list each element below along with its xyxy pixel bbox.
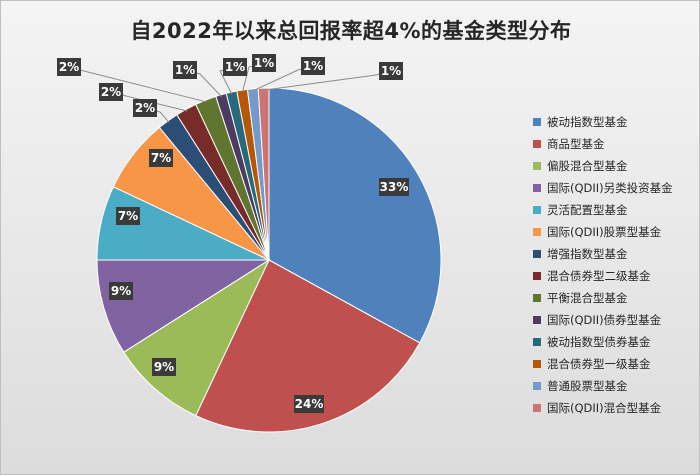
data-label-11: 1% — [252, 54, 276, 72]
pie-slice-0 — [268, 87, 442, 344]
legend-label-8: 平衡混合型基金 — [547, 291, 628, 305]
data-label-13: 1% — [379, 62, 403, 80]
data-label-2: 9% — [152, 358, 176, 376]
legend-swatch-13 — [533, 404, 541, 412]
data-label-12: 1% — [301, 57, 325, 75]
legend-label-0: 被动指数型基金 — [547, 115, 628, 129]
data-label-text-7: 2% — [101, 85, 121, 99]
data-label-7: 2% — [99, 83, 123, 101]
legend-label-9: 国际(QDII)债券型基金 — [547, 313, 662, 327]
legend-item-0: 被动指数型基金 — [533, 111, 700, 133]
data-label-text-4: 7% — [118, 209, 138, 223]
legend-label-7: 混合债券型二级基金 — [547, 269, 651, 283]
legend-swatch-5 — [533, 228, 541, 236]
data-label-text-2: 9% — [154, 360, 174, 374]
data-label-text-8: 2% — [59, 60, 79, 74]
legend-item-3: 国际(QDII)另类投资基金 — [533, 177, 700, 199]
pie-slice-2 — [123, 258, 271, 417]
legend-swatch-10 — [533, 338, 541, 346]
data-label-text-12: 1% — [303, 59, 323, 73]
legend-label-1: 商品型基金 — [547, 137, 605, 151]
data-label-text-6: 2% — [135, 101, 155, 115]
pie-slice-3 — [96, 259, 271, 353]
data-label-4: 7% — [116, 207, 140, 225]
data-label-6: 2% — [133, 99, 157, 117]
legend-swatch-6 — [533, 250, 541, 258]
legend-swatch-3 — [533, 184, 541, 192]
legend-item-8: 平衡混合型基金 — [533, 287, 700, 309]
legend-label-4: 灵活配置型基金 — [547, 203, 628, 217]
legend-item-9: 国际(QDII)债券型基金 — [533, 309, 700, 331]
legend-swatch-1 — [533, 140, 541, 148]
data-label-1: 24% — [294, 395, 324, 413]
data-label-8: 2% — [57, 58, 81, 76]
legend: 被动指数型基金 商品型基金偏股混合型基金国际(QDII)另类投资基金 灵活配置型基金… — [533, 111, 700, 419]
legend-label-10: 被动指数型债券基金 — [547, 335, 651, 349]
legend-swatch-0 — [533, 118, 541, 126]
legend-label-2: 偏股混合型基金 — [547, 159, 628, 173]
legend-swatch-8 — [533, 294, 541, 302]
pie-slice-1 — [195, 259, 421, 433]
legend-item-13: 国际(QDII)混合型基金 — [533, 397, 700, 419]
legend-item-11: 混合债券型一级基金 — [533, 353, 700, 375]
data-label-text-5: 7% — [151, 151, 171, 165]
legend-swatch-7 — [533, 272, 541, 280]
data-label-0: 33% — [379, 178, 409, 196]
legend-label-3: 国际(QDII)另类投资基金 — [547, 181, 673, 195]
leader-line-13 — [263, 70, 392, 91]
legend-item-5: 国际(QDII)股票型基金 — [533, 221, 700, 243]
data-label-5: 7% — [149, 149, 173, 167]
legend-label-13: 国际(QDII)混合型基金 — [547, 401, 662, 415]
data-label-text-13: 1% — [381, 64, 401, 78]
data-label-text-10: 1% — [225, 60, 245, 74]
legend-swatch-9 — [533, 316, 541, 324]
data-label-text-11: 1% — [254, 56, 274, 70]
legend-swatch-12 — [533, 382, 541, 390]
legend-item-6: 增强指数型基金 — [533, 243, 700, 265]
legend-label-5: 国际(QDII)股票型基金 — [547, 225, 662, 239]
legend-swatch-4 — [533, 206, 541, 214]
data-label-text-9: 1% — [175, 63, 195, 77]
legend-swatch-11 — [533, 360, 541, 368]
data-label-text-3: 9% — [111, 284, 131, 298]
legend-item-12: 普通股票型基金 — [533, 375, 700, 397]
legend-item-7: 混合债券型二级基金 — [533, 265, 700, 287]
chart-title: 自2022年以来总回报率超4%的基金类型分布 — [130, 19, 572, 43]
data-label-text-0: 33% — [380, 180, 409, 194]
legend-item-4: 灵活配置型基金 — [533, 199, 700, 221]
data-label-9: 1% — [173, 61, 197, 79]
data-label-text-1: 24% — [295, 397, 324, 411]
legend-label-12: 普通股票型基金 — [547, 379, 628, 393]
legend-label-11: 混合债券型一级基金 — [547, 357, 651, 371]
data-label-10: 1% — [223, 58, 247, 76]
legend-item-10: 被动指数型债券基金 — [533, 331, 700, 353]
legend-label-6: 增强指数型基金 — [547, 247, 628, 261]
legend-swatch-2 — [533, 162, 541, 170]
legend-item-1: 商品型基金 — [533, 133, 700, 155]
legend-item-2: 偏股混合型基金 — [533, 155, 700, 177]
data-label-3: 9% — [109, 282, 133, 300]
